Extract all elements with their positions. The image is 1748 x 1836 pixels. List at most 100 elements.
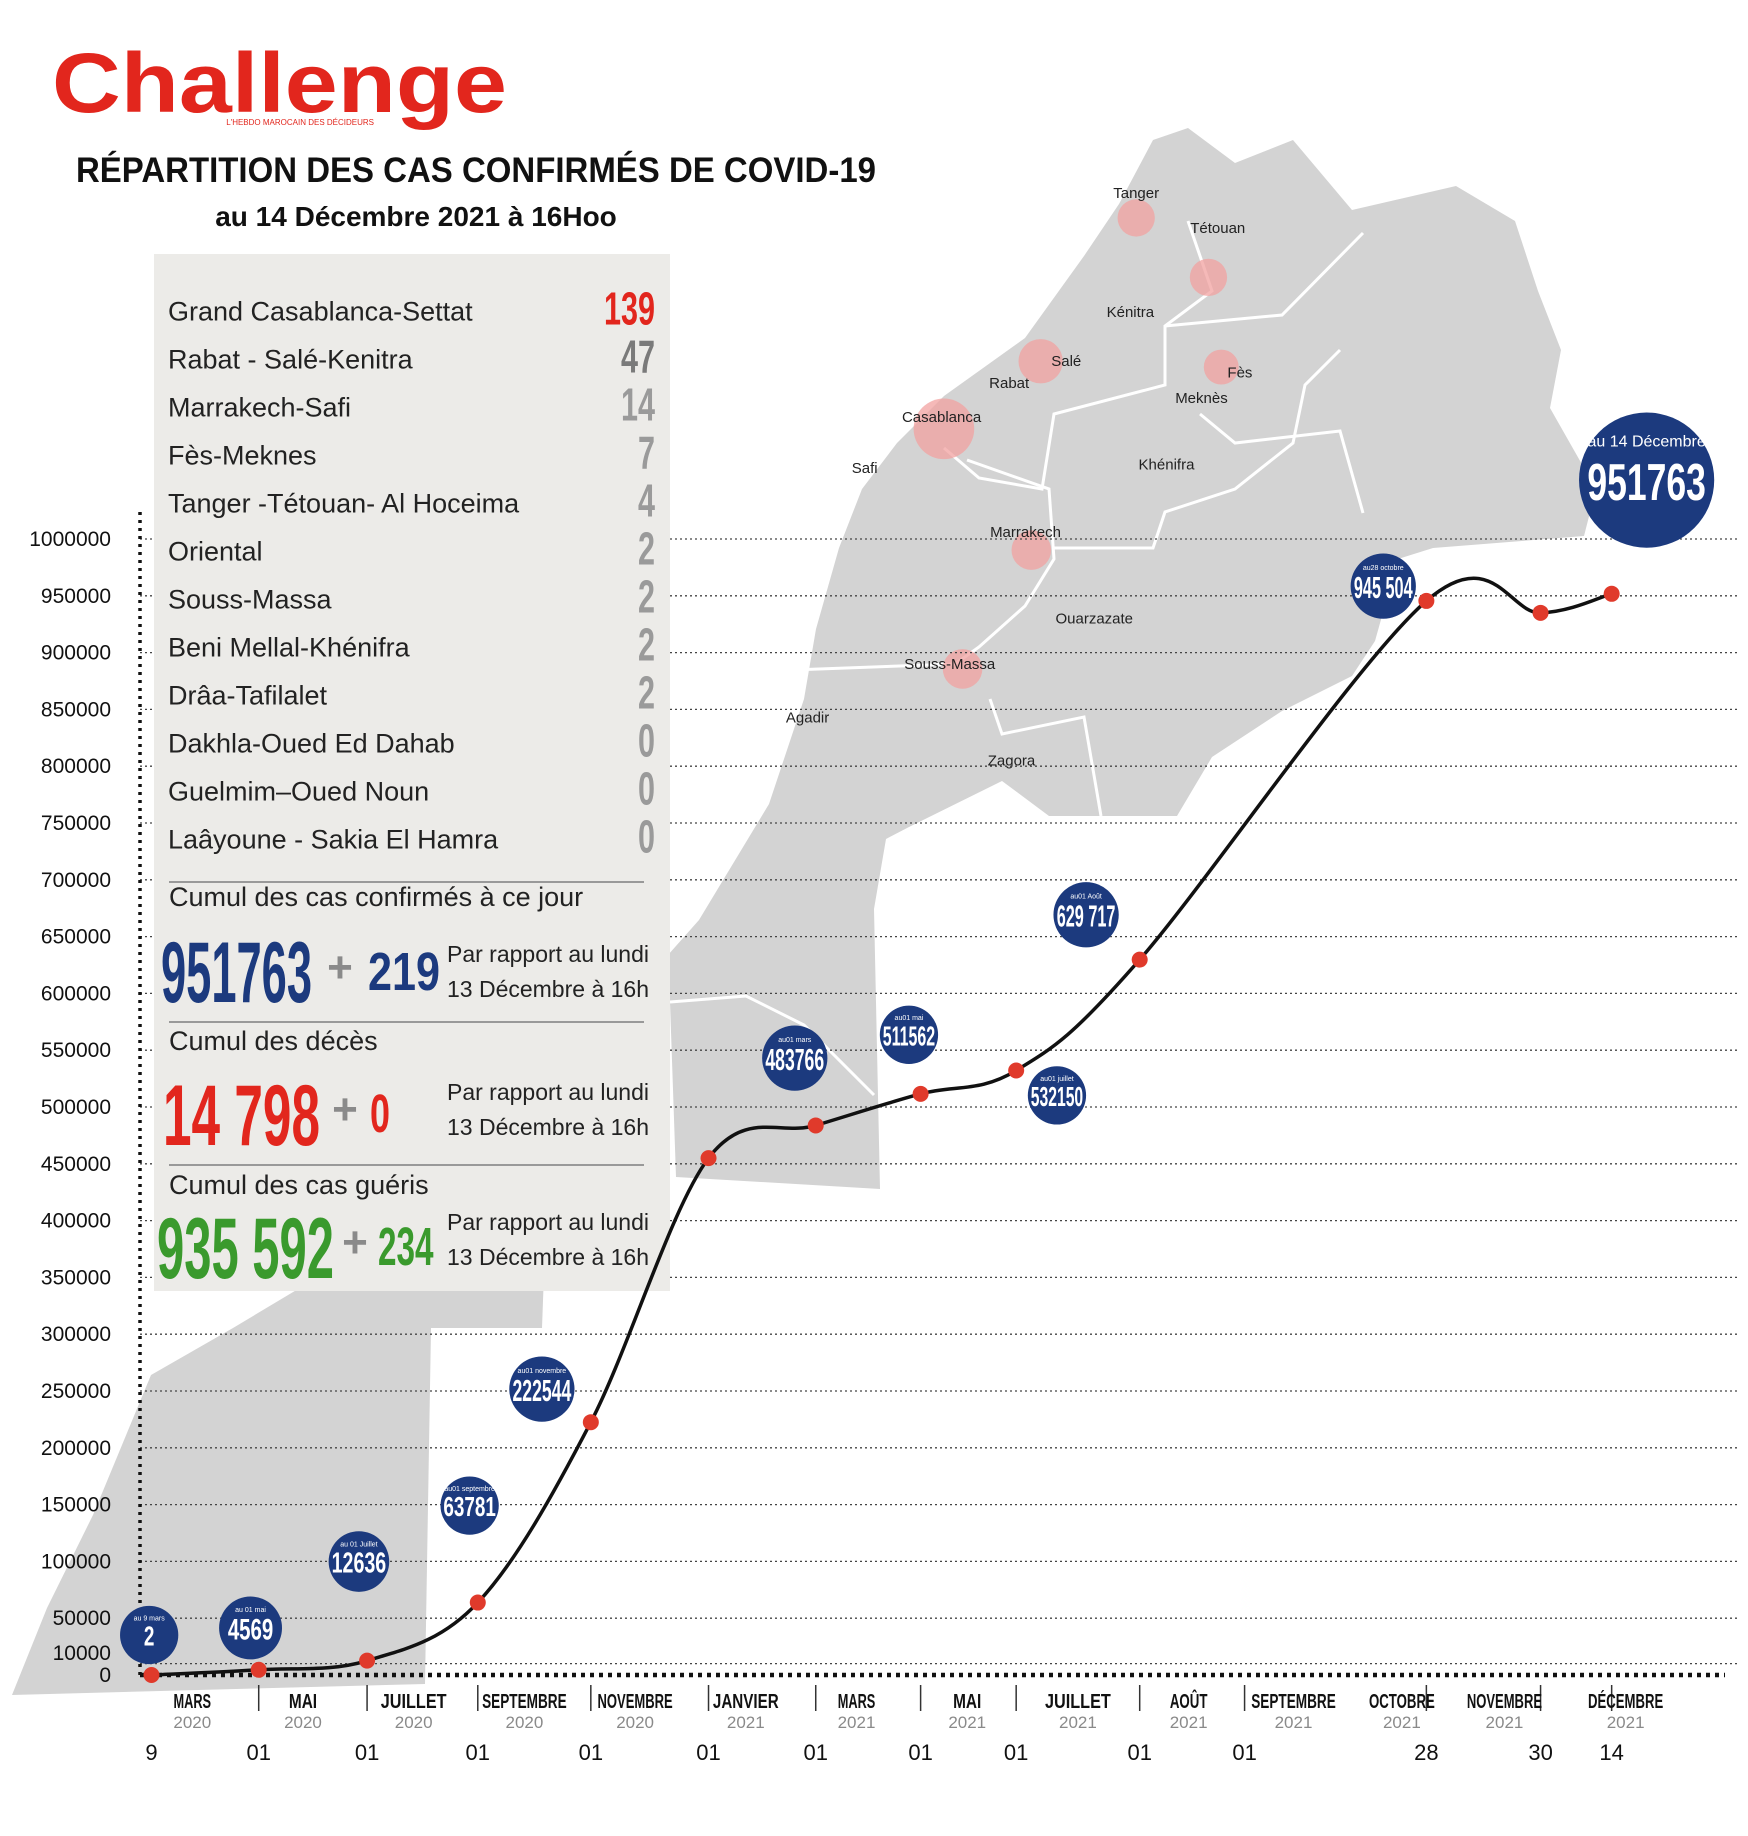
region-cases: 0: [638, 763, 655, 815]
bubble-value: 511562: [883, 1020, 935, 1051]
bubble-annotation: au01 mars: [778, 1037, 812, 1044]
data-point: [469, 1594, 486, 1611]
city-bubble: [1018, 339, 1063, 384]
city-label: Tanger: [1113, 185, 1159, 202]
day-label: 01: [908, 1740, 932, 1765]
bubble-value: 629 717: [1057, 899, 1116, 934]
value-bubble: [879, 1005, 939, 1064]
region-name: Drâa-Tafilalet: [168, 681, 328, 711]
bubble-value: 12636: [332, 1547, 387, 1579]
month-label: OCTOBRE: [1369, 1691, 1435, 1713]
region-name: Beni Mellal-Khénifra: [168, 633, 411, 663]
map: Tanger Tétouan Kénitra Rabat Salé Fès Meknès Ca…: [12, 128, 1596, 1695]
data-point: [700, 1150, 717, 1167]
bubble-value: 63781: [443, 1491, 495, 1522]
city-bubble: [1011, 530, 1052, 570]
region-cases: 14: [621, 378, 655, 430]
bubble-annotation: au01 novembre: [518, 1368, 567, 1375]
year-label: 2021: [727, 1713, 765, 1732]
city-label: Souss-Massa: [904, 656, 996, 673]
region-name: Marrakech-Safi: [168, 392, 351, 422]
year-label: 2021: [948, 1713, 986, 1732]
y-tick-label: 100000: [41, 1550, 111, 1573]
value-bubble: [1579, 412, 1715, 548]
bubble-value: 951763: [1587, 454, 1706, 512]
y-tick-label: 800000: [41, 755, 111, 778]
chart: 9 01 01 01 01 01 01 01 01 01 01 28 30 14MARS2020MAI20…: [120, 412, 1725, 1765]
panel-background: [154, 254, 670, 1291]
region-cases: 2: [638, 619, 655, 671]
region-cases: 0: [638, 811, 655, 863]
region-name: Guelmim–Oued Noun: [168, 777, 429, 807]
day-label: 01: [1004, 1740, 1028, 1765]
month-label: AOÛT: [1170, 1689, 1208, 1713]
day-label: 01: [466, 1740, 490, 1765]
data-point: [912, 1085, 929, 1102]
y-tick-label: 750000: [41, 812, 111, 835]
day-label: 01: [803, 1740, 827, 1765]
data-point: [582, 1414, 599, 1431]
region-cases: 7: [638, 427, 655, 479]
y-tick-label: 950000: [41, 585, 111, 608]
region-border: [943, 220, 1214, 491]
city-label: Casablanca: [902, 409, 982, 426]
value-bubble: [219, 1596, 283, 1660]
day-label: 01: [1127, 1740, 1151, 1765]
month-label: JUILLET: [381, 1691, 447, 1713]
data-point: [359, 1652, 376, 1669]
region-name: Oriental: [168, 537, 263, 567]
total-comparison: 13 Décembre à 16h: [447, 976, 649, 1002]
value-bubble: [509, 1356, 575, 1422]
y-tick-label: 10000: [53, 1642, 111, 1665]
bubble-annotation: au 01 mai: [235, 1607, 266, 1614]
total-comparison: 13 Décembre à 16h: [447, 1114, 649, 1140]
y-tick-label: 250000: [41, 1380, 111, 1403]
month-label: JUILLET: [1045, 1691, 1111, 1713]
data-point: [1131, 951, 1148, 968]
region-border: [669, 994, 876, 1097]
summary-panel: Grand Casablanca-Settat 139 Rabat - Salé-K…: [154, 254, 670, 1297]
total-sign: +: [342, 1218, 368, 1267]
month-label: NOVEMBRE: [1467, 1691, 1542, 1713]
year-label: 2021: [838, 1713, 876, 1732]
total-sign: +: [327, 943, 353, 992]
year-label: 2020: [505, 1713, 543, 1732]
region-name: Dakhla-Oued Ed Dahab: [168, 729, 455, 759]
bubble-value: 222544: [513, 1373, 572, 1408]
region-name: Fès-Meknes: [168, 441, 317, 471]
region-name: Tanger -Tétouan- Al Hoceima: [168, 489, 520, 519]
month-label: NOVEMBRE: [598, 1691, 673, 1713]
day-label: 28: [1414, 1740, 1438, 1765]
y-tick-label: 350000: [41, 1266, 111, 1289]
region-cases: 139: [604, 282, 655, 334]
total-value: 951763: [161, 925, 312, 1021]
region-cases: 47: [621, 330, 655, 382]
y-tick-label: 650000: [41, 926, 111, 949]
bubble-annotation: au01 juillet: [1040, 1076, 1074, 1083]
day-label: 01: [1232, 1740, 1256, 1765]
day-label: 30: [1528, 1740, 1552, 1765]
year-label: 2021: [1486, 1713, 1524, 1732]
bubble-annotation: au28 octobre: [1363, 565, 1404, 572]
bubble-annotation: au01 septembre: [444, 1486, 495, 1493]
year-label: 2020: [173, 1713, 211, 1732]
region-cases: 4: [638, 475, 655, 527]
value-bubble: [120, 1605, 179, 1665]
data-point: [250, 1661, 267, 1678]
bubble-annotation: au 01 Juillet: [340, 1541, 377, 1548]
y-tick-label: 200000: [41, 1437, 111, 1460]
year-label: 2021: [1383, 1713, 1421, 1732]
year-label: 2021: [1059, 1713, 1097, 1732]
region-cases: 0: [638, 715, 655, 767]
year-label: 2020: [284, 1713, 322, 1732]
y-tick-label: 550000: [41, 1039, 111, 1062]
city-bubble: [1189, 258, 1228, 296]
data-point: [1418, 592, 1435, 609]
total-sign: +: [332, 1085, 358, 1134]
data-point: [1008, 1062, 1025, 1079]
year-label: 2021: [1607, 1713, 1645, 1732]
title: RÉPARTITION DES CAS CONFIRMÉS DE COVID-1…: [76, 150, 876, 190]
month-label: SEPTEMBRE: [482, 1691, 567, 1713]
total-change: 234: [378, 1217, 434, 1277]
